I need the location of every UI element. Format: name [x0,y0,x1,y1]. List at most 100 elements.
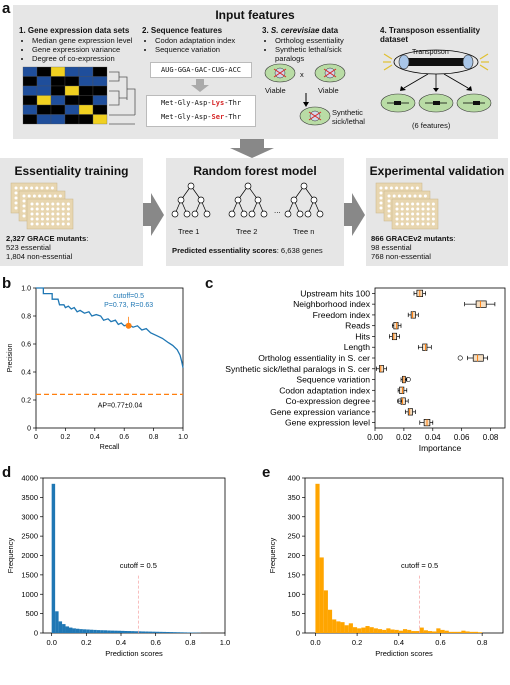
plate-well [22,214,26,218]
feature1-list: Median gene expression level Gene expres… [23,36,132,63]
feature3-item: Synthetic lethal/sick paralogs [275,45,345,63]
hist-bar [75,628,80,633]
hist-bar [186,632,191,633]
hist-bar [319,557,324,633]
plate-well [46,212,50,216]
cutoff-annotation: cutoff=0.5 [113,293,144,300]
plate-well [56,217,60,221]
iqr-box [422,343,428,351]
cutoff-point [125,322,132,329]
plate-well [40,202,44,206]
heatmap-cell [50,104,66,115]
plate-well [431,222,435,226]
plate-well [53,194,57,198]
category-label: Gene expression level [285,418,370,428]
tree-node [284,210,292,218]
plate-well [379,201,383,205]
feature2-title: 2. Sequence features [142,26,223,35]
category-label: Reads [345,321,370,331]
pr-annotation: P=0.73, R=0.63 [104,302,153,309]
plate-well [66,212,70,216]
hist-bar [179,632,184,633]
plate-well [405,207,409,211]
plate-well [395,202,399,206]
plate-well [35,217,39,221]
synthetic-label: Synthetic sick/lethal [332,108,365,126]
plate-well [40,217,44,221]
plate-well [395,186,399,190]
x-tick-label: 0.02 [396,433,412,442]
plate-well [35,222,39,226]
feature2-item: Sequence variation [155,45,235,54]
plate-well [405,217,409,221]
validation-summary: 866 GRACEv2 mutants: 98 essential 768 no… [371,234,455,261]
x-tick-label: 0.2 [61,434,71,441]
plate-well [46,207,50,211]
plate-well [400,222,404,226]
hist-bar [173,632,177,633]
plate-well [400,207,404,211]
hist-bar [361,627,366,633]
heatmap-cell [36,76,52,87]
plate-well [397,194,401,198]
plate-well [389,186,393,190]
plate-well [22,209,26,213]
feature1-item: Gene expression variance [32,45,132,54]
y-tick-label: 200 [287,551,300,560]
hist-bar [373,628,378,633]
plot-frame [304,477,504,634]
category-label: Synthetic sick/lethal paralogs in S. cer [225,364,370,374]
x-tick-label: 0.2 [352,638,362,647]
plate-well [387,194,391,198]
plate-well [379,196,383,200]
hist-bar [348,623,353,633]
feature4-title: 4. Transposon essentiality dataset [380,26,481,44]
pr-curve [36,287,184,368]
hist-bar [448,631,453,633]
tree-node [191,210,199,218]
heatmap-cell [22,66,38,77]
training-nonessential: 1,804 non-essential [6,252,73,261]
plate [26,198,74,230]
plate-well [387,209,391,213]
hist-bar [377,629,383,633]
plate-well [426,207,430,211]
panel-label-c: c [205,275,214,292]
training-mutants-colon: : [86,234,89,243]
hist-bar [436,628,441,633]
plate-well [30,207,34,211]
tree-node [171,210,179,218]
hist-bar [402,629,408,633]
x-tick-label: 0.6 [150,638,160,647]
transposon-label: Transposon [412,49,449,56]
tree-node [248,210,256,218]
plate-well [415,186,419,190]
outlier [397,398,403,404]
yeast-cells-diagram [264,63,346,126]
plate-well [418,194,422,198]
hist-bar [336,621,341,633]
hist-bar [407,629,412,633]
hist-bar [110,630,115,633]
hist-bar [72,628,76,633]
hist-bar [51,483,56,633]
plate-well [421,207,425,211]
plate-well [416,202,420,206]
heatmap-cell [64,66,80,77]
x-axis-label: Recall [100,444,120,451]
y-tick-label: 0 [27,426,31,433]
viable-label-2: Viable [318,86,339,95]
tree-node [187,182,195,190]
category-label: Neighborhood index [293,299,371,309]
hist-bar [152,631,156,633]
plate-well [51,217,55,221]
plate-well [431,217,435,221]
plate-well [387,204,391,208]
y-tick-label: 1.0 [21,286,31,293]
plate-well [387,199,391,203]
plate-well [395,222,399,226]
hist-bar [65,626,69,633]
hist-bar [461,630,466,633]
x-tick-label: 0.4 [90,434,100,441]
plate-well [408,194,412,198]
